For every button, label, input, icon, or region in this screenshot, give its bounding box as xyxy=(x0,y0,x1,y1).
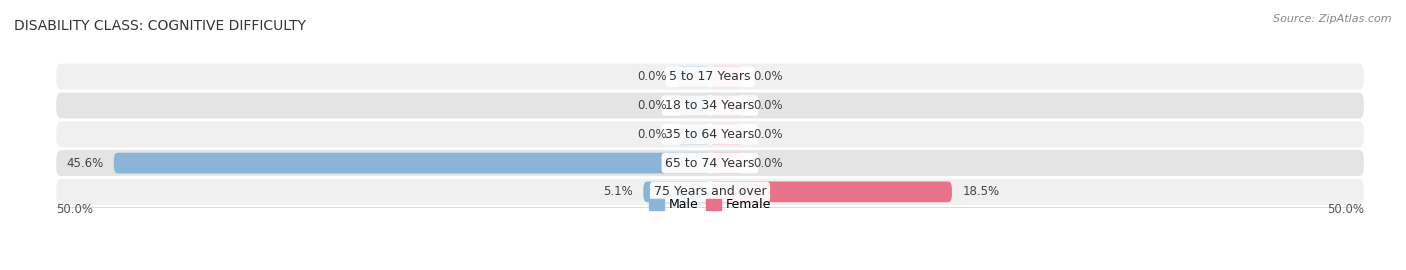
Text: 18.5%: 18.5% xyxy=(962,185,1000,198)
Text: 0.0%: 0.0% xyxy=(754,128,783,141)
Text: 0.0%: 0.0% xyxy=(637,128,666,141)
Text: 35 to 64 Years: 35 to 64 Years xyxy=(665,128,755,141)
Text: 0.0%: 0.0% xyxy=(637,70,666,83)
FancyBboxPatch shape xyxy=(678,66,710,87)
Text: Source: ZipAtlas.com: Source: ZipAtlas.com xyxy=(1274,14,1392,23)
Text: 75 Years and over: 75 Years and over xyxy=(654,185,766,198)
FancyBboxPatch shape xyxy=(56,121,1364,147)
Text: 0.0%: 0.0% xyxy=(754,70,783,83)
FancyBboxPatch shape xyxy=(56,150,1364,176)
FancyBboxPatch shape xyxy=(114,153,710,173)
Text: 45.6%: 45.6% xyxy=(66,157,103,170)
FancyBboxPatch shape xyxy=(710,181,952,202)
Text: 0.0%: 0.0% xyxy=(637,99,666,112)
Text: 50.0%: 50.0% xyxy=(1327,203,1364,216)
FancyBboxPatch shape xyxy=(56,64,1364,90)
FancyBboxPatch shape xyxy=(56,93,1364,119)
Text: 65 to 74 Years: 65 to 74 Years xyxy=(665,157,755,170)
Text: 18 to 34 Years: 18 to 34 Years xyxy=(665,99,755,112)
FancyBboxPatch shape xyxy=(644,181,710,202)
Text: 5.1%: 5.1% xyxy=(603,185,633,198)
Text: 0.0%: 0.0% xyxy=(754,99,783,112)
Legend: Male, Female: Male, Female xyxy=(644,193,776,217)
FancyBboxPatch shape xyxy=(710,95,742,116)
FancyBboxPatch shape xyxy=(710,124,742,145)
FancyBboxPatch shape xyxy=(710,66,742,87)
Text: 50.0%: 50.0% xyxy=(56,203,93,216)
FancyBboxPatch shape xyxy=(56,179,1364,205)
Text: 0.0%: 0.0% xyxy=(754,157,783,170)
FancyBboxPatch shape xyxy=(710,153,742,173)
FancyBboxPatch shape xyxy=(678,124,710,145)
Text: 5 to 17 Years: 5 to 17 Years xyxy=(669,70,751,83)
FancyBboxPatch shape xyxy=(678,95,710,116)
Text: DISABILITY CLASS: COGNITIVE DIFFICULTY: DISABILITY CLASS: COGNITIVE DIFFICULTY xyxy=(14,19,307,33)
